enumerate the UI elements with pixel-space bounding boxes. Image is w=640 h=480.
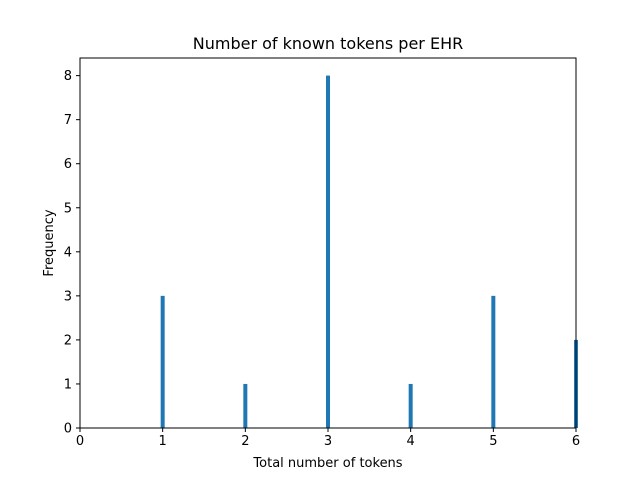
x-tick-label: 6 xyxy=(572,434,580,449)
y-tick-label: 5 xyxy=(64,201,72,216)
bar xyxy=(491,295,496,428)
x-tick-label: 2 xyxy=(241,434,249,449)
y-tick-label: 8 xyxy=(64,69,72,84)
y-axis: 0 1 2 3 4 5 6 7 8 xyxy=(64,69,80,437)
y-tick-label: 6 xyxy=(64,157,72,172)
bar xyxy=(408,383,413,428)
x-axis: 0 1 2 3 4 5 6 xyxy=(76,428,580,449)
x-axis-title: Total number of tokens xyxy=(252,456,402,471)
x-tick-label: 3 xyxy=(324,434,332,449)
y-tick-label: 1 xyxy=(64,377,72,392)
x-tick-label: 5 xyxy=(489,434,497,449)
y-tick-label: 4 xyxy=(64,245,72,260)
y-axis-title: Frequency xyxy=(42,209,57,276)
bar xyxy=(243,383,248,428)
chart-title: Number of known tokens per EHR xyxy=(193,34,463,53)
y-tick-label: 0 xyxy=(64,422,72,437)
plot-area xyxy=(160,75,578,428)
bar xyxy=(160,295,165,428)
x-tick-label: 0 xyxy=(76,434,84,449)
x-tick-label: 4 xyxy=(407,434,415,449)
y-tick-label: 2 xyxy=(64,333,72,348)
y-tick-label: 7 xyxy=(64,113,72,128)
bar xyxy=(326,75,330,428)
y-tick-label: 3 xyxy=(64,289,72,304)
x-tick-label: 1 xyxy=(159,434,167,449)
